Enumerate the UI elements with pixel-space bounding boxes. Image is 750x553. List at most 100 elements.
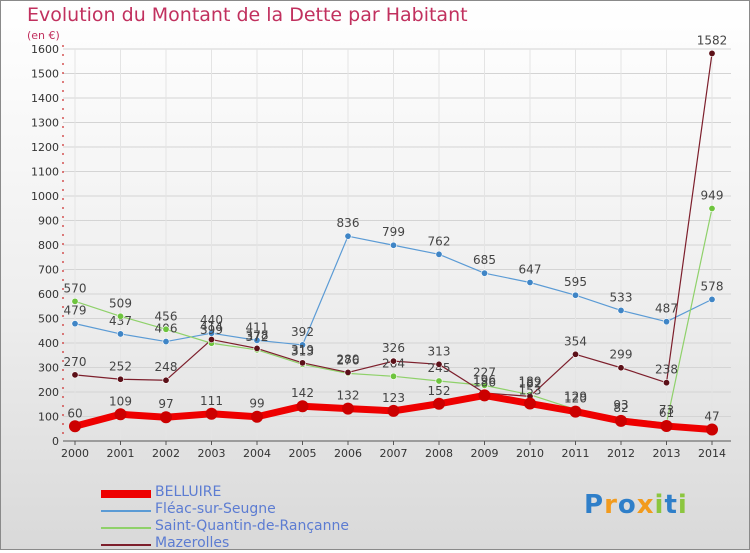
- data-point: [478, 389, 491, 402]
- data-point: [253, 344, 261, 352]
- data-point: [344, 368, 352, 376]
- y-tick-label: 200: [38, 386, 59, 399]
- data-point: [569, 405, 582, 418]
- data-point: [435, 377, 443, 385]
- logo-letter: t: [664, 490, 678, 520]
- logo-letter: x: [636, 490, 655, 520]
- legend-swatch: [101, 510, 151, 512]
- data-label: 354: [564, 334, 587, 348]
- x-tick-label: 2001: [107, 447, 135, 460]
- data-point: [480, 269, 488, 277]
- data-label: 153: [519, 384, 542, 398]
- x-tick-label: 2009: [471, 447, 499, 460]
- data-point: [342, 402, 354, 415]
- data-point: [387, 404, 400, 417]
- data-label: 411: [246, 320, 269, 334]
- data-label: 533: [610, 290, 633, 304]
- data-label: 280: [337, 352, 360, 366]
- data-point: [571, 350, 579, 358]
- y-tick-label: 600: [38, 288, 59, 301]
- y-tick-label: 1600: [31, 43, 59, 56]
- data-point: [662, 318, 670, 326]
- legend-item-belluire: BELLUIRE: [101, 484, 401, 502]
- data-point: [480, 381, 488, 389]
- data-label: 414: [200, 320, 223, 334]
- data-point: [617, 306, 625, 314]
- data-label: 372: [246, 330, 269, 344]
- x-tick-label: 2011: [562, 447, 590, 460]
- data-label: 196: [473, 373, 496, 387]
- data-point: [253, 336, 261, 344]
- data-label: 392: [291, 325, 314, 339]
- legend-item-fleac: Fléac-sur-Seugne: [101, 501, 401, 519]
- data-label: 97: [158, 397, 173, 411]
- data-label: 60: [67, 406, 82, 420]
- data-point: [524, 397, 536, 410]
- data-point: [389, 357, 397, 365]
- y-tick-label: 1200: [31, 141, 59, 154]
- data-label: 252: [109, 359, 132, 373]
- data-label: 378: [246, 328, 269, 342]
- data-label: 456: [155, 309, 178, 323]
- y-tick-label: 1000: [31, 190, 59, 203]
- data-label: 299: [610, 348, 633, 362]
- unit-label: (en €): [27, 29, 60, 42]
- data-point: [114, 408, 127, 421]
- data-label: 93: [613, 398, 628, 412]
- data-point: [571, 291, 579, 299]
- y-tick-label: 300: [38, 362, 59, 375]
- data-label: 313: [291, 344, 314, 358]
- data-label: 570: [64, 281, 87, 295]
- data-label: 949: [701, 188, 724, 202]
- x-tick-label: 2010: [516, 447, 544, 460]
- x-tick-label: 2004: [243, 447, 271, 460]
- data-label: 132: [337, 389, 360, 403]
- data-label: 111: [200, 394, 223, 408]
- data-point: [208, 336, 216, 344]
- data-label: 509: [109, 296, 132, 310]
- data-point: [435, 360, 443, 368]
- data-point: [162, 338, 170, 346]
- data-label: 440: [200, 313, 223, 327]
- x-tick-label: 2000: [61, 447, 89, 460]
- data-label: 685: [473, 253, 496, 267]
- data-label: 227: [473, 365, 496, 379]
- data-point: [160, 411, 172, 424]
- data-point: [662, 379, 670, 387]
- chart-title: Evolution du Montant de la Dette par Hab…: [27, 4, 468, 26]
- data-point: [296, 400, 309, 413]
- legend-item-mazerolles: Mazerolles: [101, 535, 401, 553]
- data-point: [71, 371, 79, 379]
- data-point: [433, 397, 445, 410]
- logo-letter: r: [604, 490, 618, 520]
- data-point: [526, 278, 534, 286]
- legend-label: BELLUIRE: [155, 484, 222, 500]
- x-tick-label: 2006: [334, 447, 362, 460]
- y-tick-label: 1500: [31, 68, 59, 81]
- data-label: 276: [337, 353, 360, 367]
- data-label: 120: [564, 392, 587, 406]
- data-point: [117, 330, 125, 338]
- data-label: 238: [655, 363, 678, 377]
- data-label: 99: [249, 397, 264, 411]
- data-label: 82: [613, 401, 628, 415]
- data-point: [435, 250, 443, 258]
- data-point: [708, 204, 716, 212]
- x-tick-label: 2014: [698, 447, 726, 460]
- data-label: 189: [519, 375, 542, 389]
- data-point: [298, 341, 306, 349]
- y-tick-label: 100: [38, 411, 59, 424]
- data-point: [706, 423, 718, 436]
- x-tick-label: 2005: [289, 447, 317, 460]
- x-tick-label: 2002: [152, 447, 180, 460]
- data-label: 762: [428, 234, 451, 248]
- data-label: 245: [428, 361, 451, 375]
- data-point: [162, 325, 170, 333]
- data-label: 647: [519, 262, 542, 276]
- data-point: [205, 407, 218, 420]
- data-point: [298, 359, 306, 367]
- proxiti-logo: Proxiti: [584, 490, 688, 520]
- legend-label: Mazerolles: [155, 535, 230, 551]
